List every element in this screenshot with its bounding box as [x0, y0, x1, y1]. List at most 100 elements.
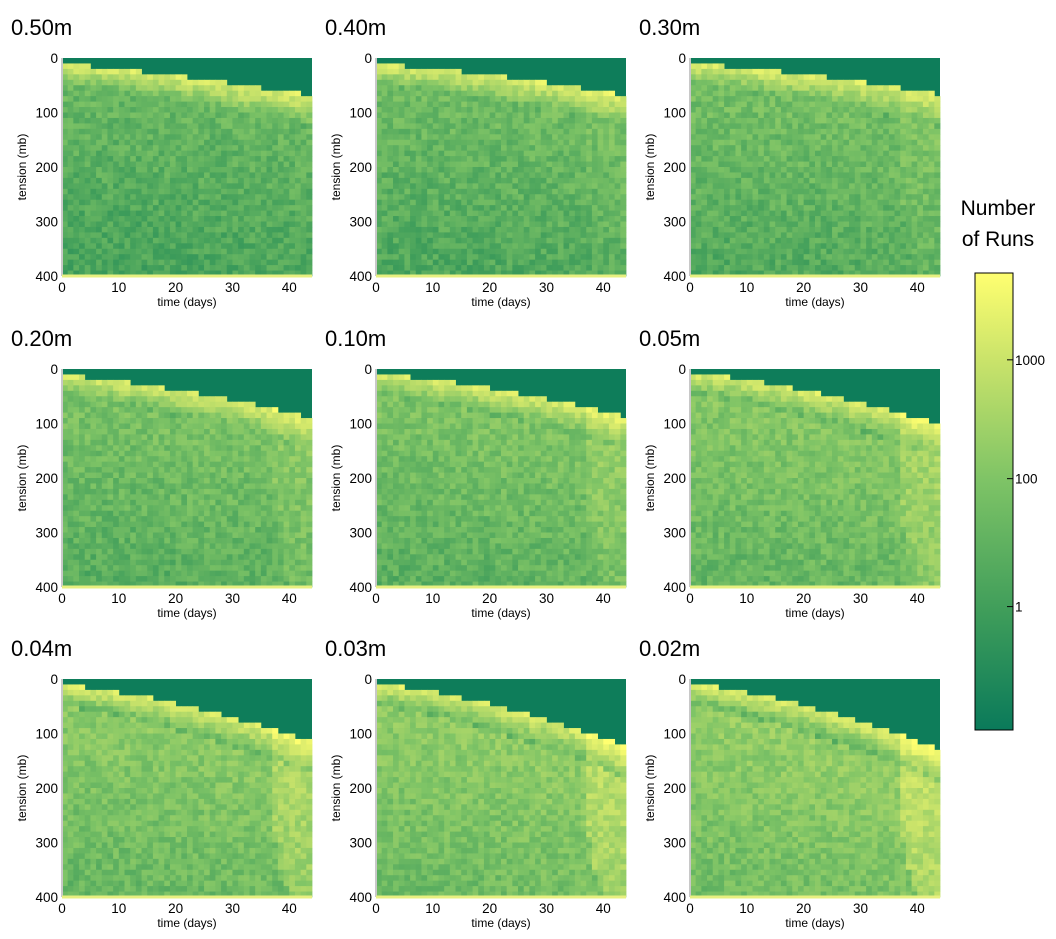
heatmap-cell [735, 139, 742, 146]
heatmap-cell [591, 265, 598, 271]
heatmap-cell [398, 183, 405, 190]
heatmap-cell [62, 221, 69, 228]
heatmap-cell [449, 107, 456, 113]
heatmap-cell [158, 167, 165, 173]
heatmap-cell [512, 188, 519, 195]
heatmap-cell [243, 232, 250, 239]
heatmap-cell [501, 74, 508, 81]
heatmap-cell [198, 128, 205, 135]
heatmap-cell [300, 112, 307, 119]
heatmap-cell [67, 570, 74, 577]
heatmap-cell [113, 177, 120, 184]
heatmap-cell [84, 161, 91, 168]
heatmap-cell [410, 210, 417, 217]
heatmap-cell [718, 188, 725, 195]
heatmap-cell [221, 232, 228, 239]
heatmap-cell [164, 79, 171, 86]
heatmap-cell [243, 248, 250, 255]
heatmap-cell [432, 96, 439, 102]
heatmap-cell [135, 139, 142, 146]
heatmap-cell [888, 259, 895, 266]
heatmap-cell [518, 112, 525, 119]
heatmap-cell [67, 418, 74, 424]
heatmap-cell [608, 237, 616, 244]
heatmap-cell [410, 68, 417, 75]
heatmap-cell [724, 128, 731, 135]
heatmap-cell [67, 461, 74, 468]
heatmap-cell [512, 177, 519, 184]
heatmap-cell [512, 232, 519, 239]
heatmap-cell [546, 167, 553, 173]
heatmap-cell [96, 243, 103, 250]
heatmap-cell [540, 199, 547, 206]
heatmap-cell [690, 112, 697, 119]
heatmap-cell [164, 221, 171, 228]
heatmap-cell [478, 123, 485, 130]
heatmap-cell [175, 107, 182, 113]
heatmap-cell [786, 107, 793, 113]
heatmap-cell [758, 161, 765, 168]
heatmap-cell [718, 156, 725, 162]
heatmap-cell [472, 232, 479, 239]
heatmap-cell [381, 167, 388, 173]
heatmap-cell [894, 254, 901, 261]
heatmap-cell [187, 226, 194, 233]
heatmap-cell [175, 85, 182, 92]
heatmap-cell [843, 79, 850, 86]
heatmap-cell [152, 226, 159, 233]
heatmap-cell [529, 232, 536, 239]
heatmap-cell [455, 237, 462, 244]
heatmap-cell [300, 237, 307, 244]
heatmap-cell [809, 205, 816, 211]
heatmap-cell [597, 188, 604, 195]
heatmap-cell [837, 150, 844, 157]
heatmap-cell [393, 123, 400, 130]
heatmap-cell [67, 172, 74, 179]
heatmap-cell [849, 243, 856, 250]
heatmap-cell [410, 226, 417, 233]
heatmap-cell [130, 90, 137, 97]
heatmap-cell [444, 265, 451, 271]
heatmap-cell [113, 199, 120, 206]
heatmap-cell [62, 559, 69, 566]
heatmap-cell [580, 134, 587, 141]
heatmap-cell [928, 128, 935, 135]
heatmap-cell [701, 139, 708, 146]
heatmap-cell [449, 232, 456, 239]
heatmap-cell [546, 199, 553, 206]
heatmap-cell [506, 156, 513, 162]
heatmap-cell [586, 216, 593, 222]
heatmap-cell [300, 221, 307, 228]
heatmap-cell [289, 134, 296, 141]
heatmap-cell [763, 79, 770, 86]
heatmap-cell [574, 85, 581, 92]
heatmap-cell [591, 96, 598, 102]
heatmap-cell [934, 134, 941, 141]
heatmap-cell [124, 123, 131, 130]
heatmap-cell [62, 390, 69, 397]
heatmap-cell [393, 221, 400, 228]
heatmap-cell [432, 85, 439, 92]
heatmap-cell [843, 210, 850, 217]
heatmap-cell [718, 243, 725, 250]
heatmap-cell [529, 243, 536, 250]
heatmap-cell [472, 237, 479, 244]
heatmap-cell [62, 254, 69, 261]
heatmap-cell [300, 145, 307, 152]
heatmap-cell [84, 226, 91, 233]
heatmap-cell [917, 205, 924, 211]
heatmap-cell [277, 237, 284, 244]
heatmap-cell [574, 216, 581, 222]
heatmap-cell [523, 123, 530, 130]
heatmap-cell [552, 161, 559, 168]
heatmap-cell [614, 210, 621, 217]
heatmap-cell [763, 248, 770, 255]
heatmap-cell [690, 161, 697, 168]
heatmap-cell [586, 177, 593, 184]
heatmap-cell [894, 205, 901, 211]
heatmap-cell [410, 199, 417, 206]
heatmap-cell [608, 188, 616, 195]
heatmap-cell [387, 221, 394, 228]
heatmap-cell [922, 112, 930, 119]
heatmap-cell [238, 199, 245, 206]
